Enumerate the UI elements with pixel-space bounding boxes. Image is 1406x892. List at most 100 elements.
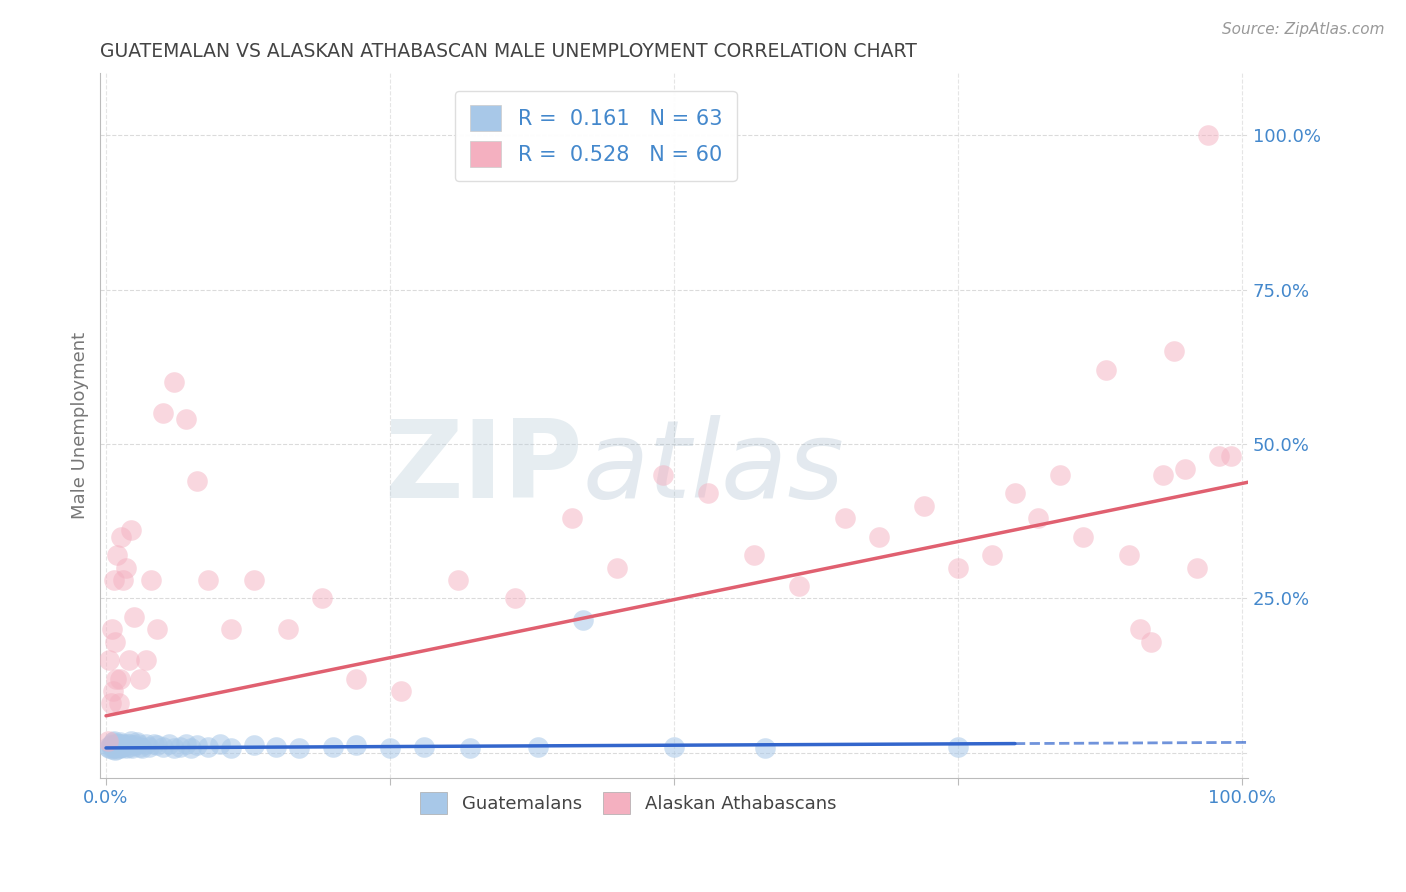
Point — [1095, 363, 1118, 377]
Point — [197, 573, 219, 587]
Point — [100, 623, 122, 637]
Point — [121, 740, 143, 755]
Point — [157, 737, 180, 751]
Point — [105, 737, 128, 751]
Point — [152, 739, 174, 754]
Point — [344, 739, 367, 753]
Point — [98, 740, 121, 755]
Point — [742, 548, 765, 562]
Point — [662, 739, 685, 754]
Point — [447, 573, 470, 587]
Point — [135, 737, 157, 751]
Point — [1219, 450, 1241, 464]
Point — [105, 548, 128, 562]
Point — [834, 511, 856, 525]
Point — [110, 737, 132, 751]
Text: GUATEMALAN VS ALASKAN ATHABASCAN MALE UNEMPLOYMENT CORRELATION CHART: GUATEMALAN VS ALASKAN ATHABASCAN MALE UN… — [100, 42, 917, 61]
Point — [1185, 560, 1208, 574]
Point — [146, 739, 169, 753]
Point — [101, 739, 124, 754]
Point — [378, 740, 401, 755]
Point — [981, 548, 1004, 562]
Point — [169, 739, 191, 754]
Point — [117, 737, 139, 751]
Point — [1197, 128, 1219, 143]
Point — [101, 684, 124, 698]
Point — [107, 697, 129, 711]
Point — [868, 530, 890, 544]
Point — [118, 653, 141, 667]
Point — [100, 697, 122, 711]
Point — [1071, 530, 1094, 544]
Point — [107, 737, 129, 751]
Point — [118, 737, 141, 751]
Point — [138, 739, 160, 754]
Point — [127, 737, 149, 751]
Point — [124, 739, 146, 753]
Point — [115, 740, 138, 755]
Point — [112, 573, 135, 587]
Text: ZIP: ZIP — [384, 415, 582, 521]
Legend: Guatemalans, Alaskan Athabascans: Guatemalans, Alaskan Athabascans — [409, 781, 848, 825]
Point — [146, 623, 169, 637]
Point — [120, 733, 142, 747]
Point — [111, 739, 134, 754]
Point — [1208, 450, 1230, 464]
Point — [311, 591, 333, 606]
Point — [152, 406, 174, 420]
Point — [180, 740, 202, 755]
Point — [606, 560, 628, 574]
Point — [787, 579, 810, 593]
Point — [572, 613, 595, 627]
Text: Source: ZipAtlas.com: Source: ZipAtlas.com — [1222, 22, 1385, 37]
Point — [912, 499, 935, 513]
Point — [142, 737, 165, 751]
Point — [108, 735, 131, 749]
Point — [197, 739, 219, 754]
Point — [141, 573, 163, 587]
Point — [186, 739, 208, 753]
Point — [97, 739, 120, 754]
Point — [1152, 467, 1174, 482]
Point — [112, 739, 135, 754]
Point — [1004, 486, 1026, 500]
Point — [503, 591, 526, 606]
Point — [163, 740, 186, 755]
Y-axis label: Male Unemployment: Male Unemployment — [72, 332, 89, 519]
Point — [125, 735, 148, 749]
Point — [101, 735, 124, 749]
Point — [104, 634, 127, 648]
Point — [391, 684, 413, 698]
Point — [110, 739, 132, 753]
Point — [107, 739, 129, 754]
Point — [322, 739, 344, 754]
Point — [174, 412, 197, 426]
Point — [277, 623, 299, 637]
Point — [112, 737, 135, 751]
Point — [105, 672, 128, 686]
Point — [118, 739, 141, 754]
Point — [105, 739, 128, 753]
Point — [105, 741, 128, 756]
Point — [1174, 461, 1197, 475]
Point — [114, 739, 136, 753]
Point — [129, 739, 152, 754]
Point — [946, 739, 969, 754]
Point — [131, 740, 153, 755]
Point — [651, 467, 673, 482]
Point — [174, 737, 197, 751]
Point — [242, 573, 264, 587]
Point — [1129, 623, 1152, 637]
Point — [561, 511, 583, 525]
Point — [754, 740, 776, 755]
Point — [124, 610, 146, 624]
Point — [219, 623, 242, 637]
Point — [186, 474, 208, 488]
Point — [219, 740, 242, 755]
Point — [100, 737, 122, 751]
Point — [1140, 634, 1163, 648]
Point — [100, 742, 122, 756]
Point — [344, 672, 367, 686]
Point — [108, 672, 131, 686]
Point — [104, 739, 127, 753]
